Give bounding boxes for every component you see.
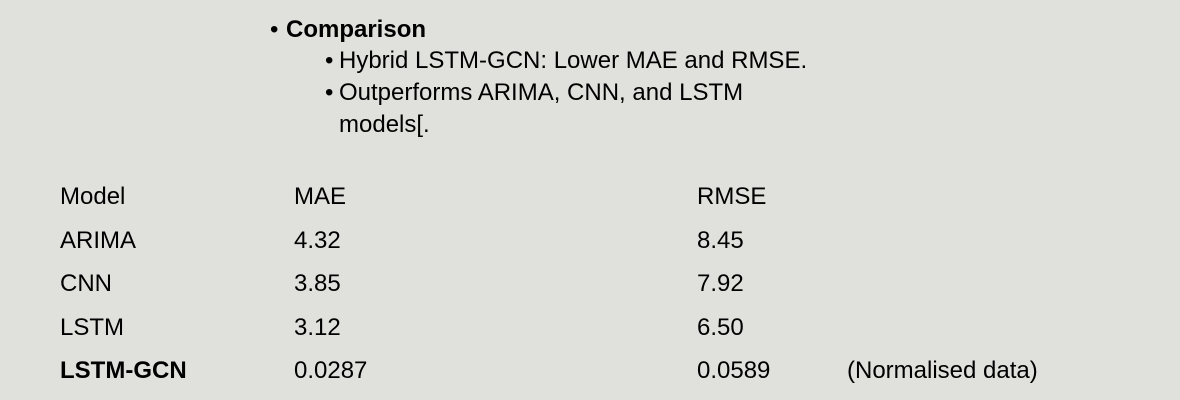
bullet-list: • Comparison • Hybrid LSTM-GCN: Lower MA… [270,12,1070,141]
cell-model: LSTM-GCN [60,357,187,384]
bullet-dot-icon: • [325,47,334,74]
table-row: LSTM 3.12 6.50 [60,309,1107,353]
sub-bullet-item: • Hybrid LSTM-GCN: Lower MAE and RMSE. [325,45,839,77]
table-row: CNN 3.85 7.92 [60,265,1107,309]
cell-note [847,222,1107,266]
cell-note: (Normalised data) [847,357,1038,384]
table-header-row: Model MAE RMSE [60,178,1107,222]
sub-bullet-item: • Outperforms ARIMA, CNN, and LSTM model… [325,77,839,141]
cell-rmse: 8.45 [697,226,744,254]
bullet-heading-text: Comparison [286,16,427,43]
sub-bullet-text: Outperforms ARIMA, CNN, and LSTM models[… [339,79,744,138]
results-table: Model MAE RMSE ARIMA 4.32 8.45 CNN 3.85 … [60,178,1107,396]
cell-mae: 3.85 [294,270,341,297]
header-model: Model [60,183,126,210]
bullet-dot-icon: • [270,16,279,43]
cell-note [847,309,1107,353]
header-mae: MAE [294,183,347,210]
cell-mae: 4.32 [294,226,341,254]
cell-rmse: 6.50 [697,313,744,341]
cell-rmse: 7.92 [697,270,744,297]
cell-model: CNN [60,270,112,297]
bullet-dot-icon: • [325,79,334,106]
cell-model: ARIMA [60,226,137,254]
header-rmse: RMSE [697,183,767,210]
cell-note [847,265,1107,309]
bullet-comparison: • Comparison [270,12,1070,48]
header-note [847,178,1107,222]
table-row: ARIMA 4.32 8.45 [60,222,1107,266]
table-row: LSTM-GCN 0.0287 0.0589 (Normalised data) [60,352,1107,396]
cell-model: LSTM [60,313,125,341]
sub-bullet-text: Hybrid LSTM-GCN: Lower MAE and RMSE. [339,47,808,74]
cell-rmse: 0.0589 [697,357,771,384]
sub-bullet-list: • Hybrid LSTM-GCN: Lower MAE and RMSE. •… [325,45,1125,141]
cell-mae: 3.12 [294,313,341,341]
cell-mae: 0.0287 [294,357,368,384]
